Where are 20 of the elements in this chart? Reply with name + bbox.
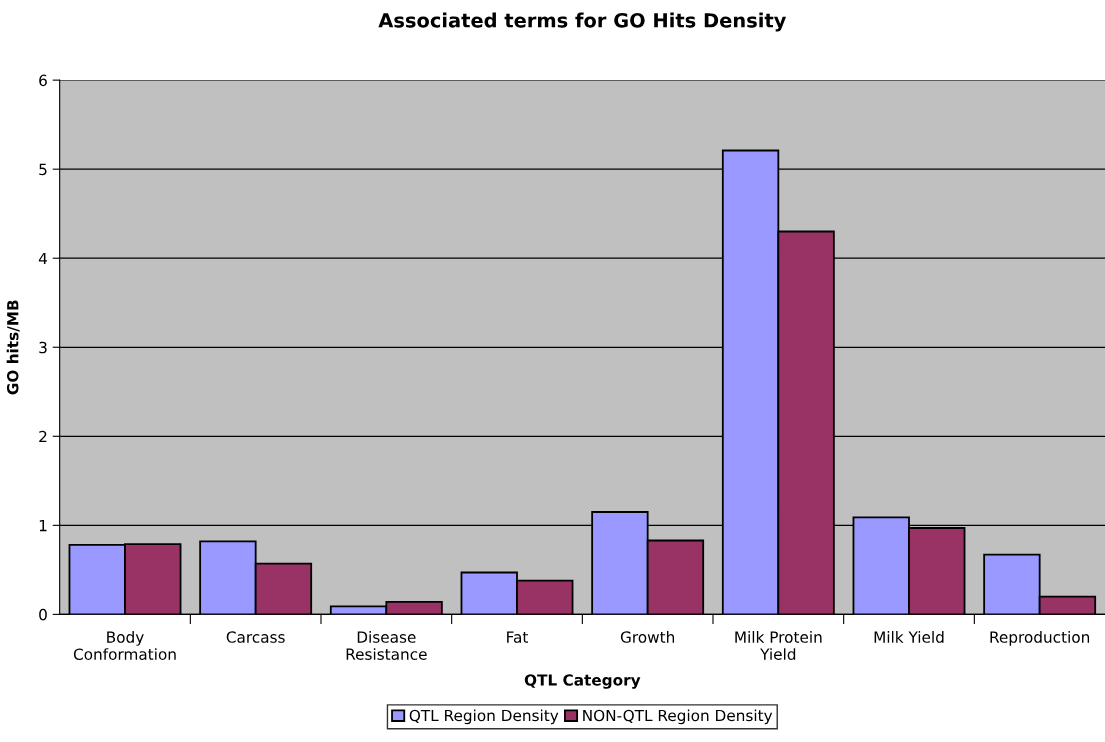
x-tick-label: Growth <box>620 631 675 643</box>
x-tick-label: Milk Yield <box>874 631 944 643</box>
legend-label: NON-QTL Region Density <box>583 709 773 725</box>
y-tick-label: 5 <box>39 163 47 176</box>
y-tick-label: 6 <box>39 74 47 87</box>
legend-label: QTL Region Density <box>409 709 559 725</box>
x-tick-label: Milk Protein Yield <box>735 631 822 660</box>
x-tick-label: Disease Resistance <box>346 631 427 660</box>
chart-title: Associated terms for GO Hits Density <box>378 12 787 32</box>
y-tick-label: 4 <box>38 252 48 265</box>
y-tick-label: 2 <box>39 430 47 443</box>
x-tick-label: Body Conformation <box>73 631 176 660</box>
y-tick-label: 3 <box>39 341 47 354</box>
x-tick-label: Carcass <box>226 631 285 643</box>
x-tick-label: Reproduction <box>990 631 1090 646</box>
x-tick-label: Fat <box>507 631 529 643</box>
x-axis-title: QTL Category <box>524 674 641 689</box>
y-tick-label: 0 <box>39 608 47 621</box>
y-axis-title: GO hits/MB <box>6 300 20 395</box>
y-tick-label: 1 <box>39 520 47 532</box>
